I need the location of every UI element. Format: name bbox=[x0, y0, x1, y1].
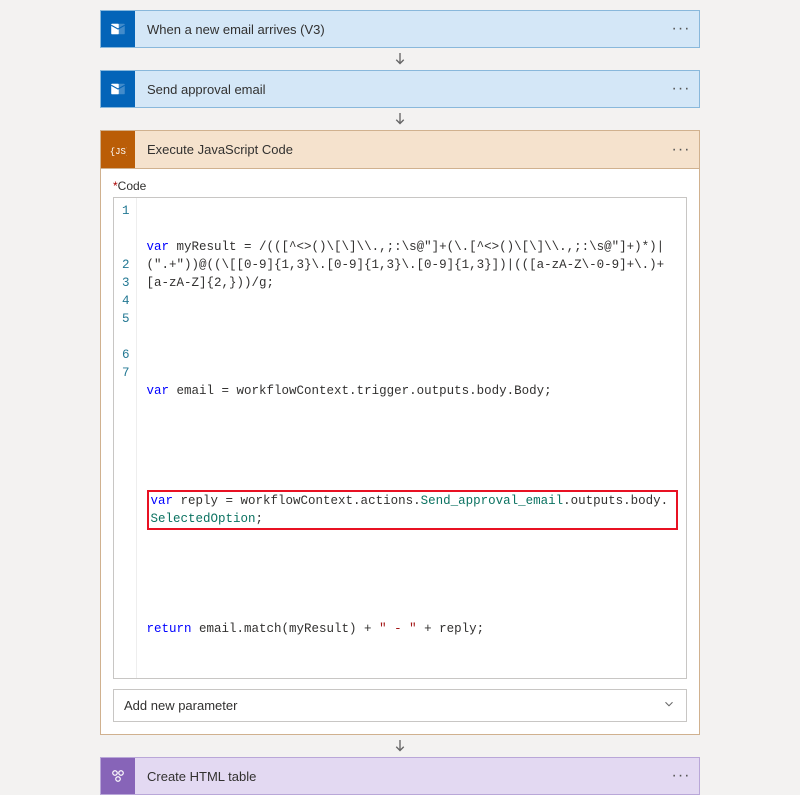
approval-title: Send approval email bbox=[135, 71, 663, 107]
trigger-menu[interactable]: ··· bbox=[663, 11, 699, 47]
approval-menu[interactable]: ··· bbox=[663, 71, 699, 107]
code-content[interactable]: var myResult = /(([^<>()\[\]\\.,;:\s@"]+… bbox=[137, 198, 686, 678]
outlook-icon bbox=[101, 11, 135, 47]
code-line-1: var myResult = /(([^<>()\[\]\\.,;:\s@"]+… bbox=[147, 238, 678, 292]
flow-canvas: When a new email arrives (V3) ··· Send a… bbox=[0, 10, 800, 795]
js-title: Execute JavaScript Code bbox=[135, 131, 663, 168]
trigger-card[interactable]: When a new email arrives (V3) ··· bbox=[100, 10, 700, 48]
chevron-down-icon bbox=[662, 697, 676, 714]
add-parameter-label: Add new parameter bbox=[124, 698, 237, 713]
svg-text:{JS}: {JS} bbox=[110, 146, 127, 156]
code-line-7: return email.match(myResult) + " - " + r… bbox=[147, 620, 678, 638]
line-gutter: 1 2 3 4 5 6 7 bbox=[114, 198, 137, 678]
code-editor[interactable]: 1 2 3 4 5 6 7 var myResult = /(([^<>()\[… bbox=[113, 197, 687, 679]
html-table-menu[interactable]: ··· bbox=[663, 758, 699, 794]
code-line-6 bbox=[147, 566, 678, 584]
code-label: *Code bbox=[113, 179, 687, 193]
javascript-icon: {JS} bbox=[101, 131, 135, 168]
code-line-5-highlighted: var reply = workflowContext.actions.Send… bbox=[147, 490, 678, 530]
code-line-4 bbox=[147, 436, 678, 454]
js-body: *Code 1 2 3 4 5 6 7 var myResult = /(([^… bbox=[101, 169, 699, 734]
data-operations-icon bbox=[101, 758, 135, 794]
trigger-title: When a new email arrives (V3) bbox=[135, 11, 663, 47]
html-table-card[interactable]: Create HTML table ··· bbox=[100, 757, 700, 795]
approval-card[interactable]: Send approval email ··· bbox=[100, 70, 700, 108]
html-table-title: Create HTML table bbox=[135, 758, 663, 794]
code-line-3: var email = workflowContext.trigger.outp… bbox=[147, 382, 678, 400]
outlook-icon bbox=[101, 71, 135, 107]
arrow-icon bbox=[391, 110, 409, 128]
arrow-icon bbox=[391, 50, 409, 68]
code-line-2 bbox=[147, 328, 678, 346]
js-card: {JS} Execute JavaScript Code ··· *Code 1… bbox=[100, 130, 700, 735]
arrow-icon bbox=[391, 737, 409, 755]
js-card-header[interactable]: {JS} Execute JavaScript Code ··· bbox=[101, 131, 699, 169]
add-parameter-dropdown[interactable]: Add new parameter bbox=[113, 689, 687, 722]
js-menu[interactable]: ··· bbox=[663, 131, 699, 168]
